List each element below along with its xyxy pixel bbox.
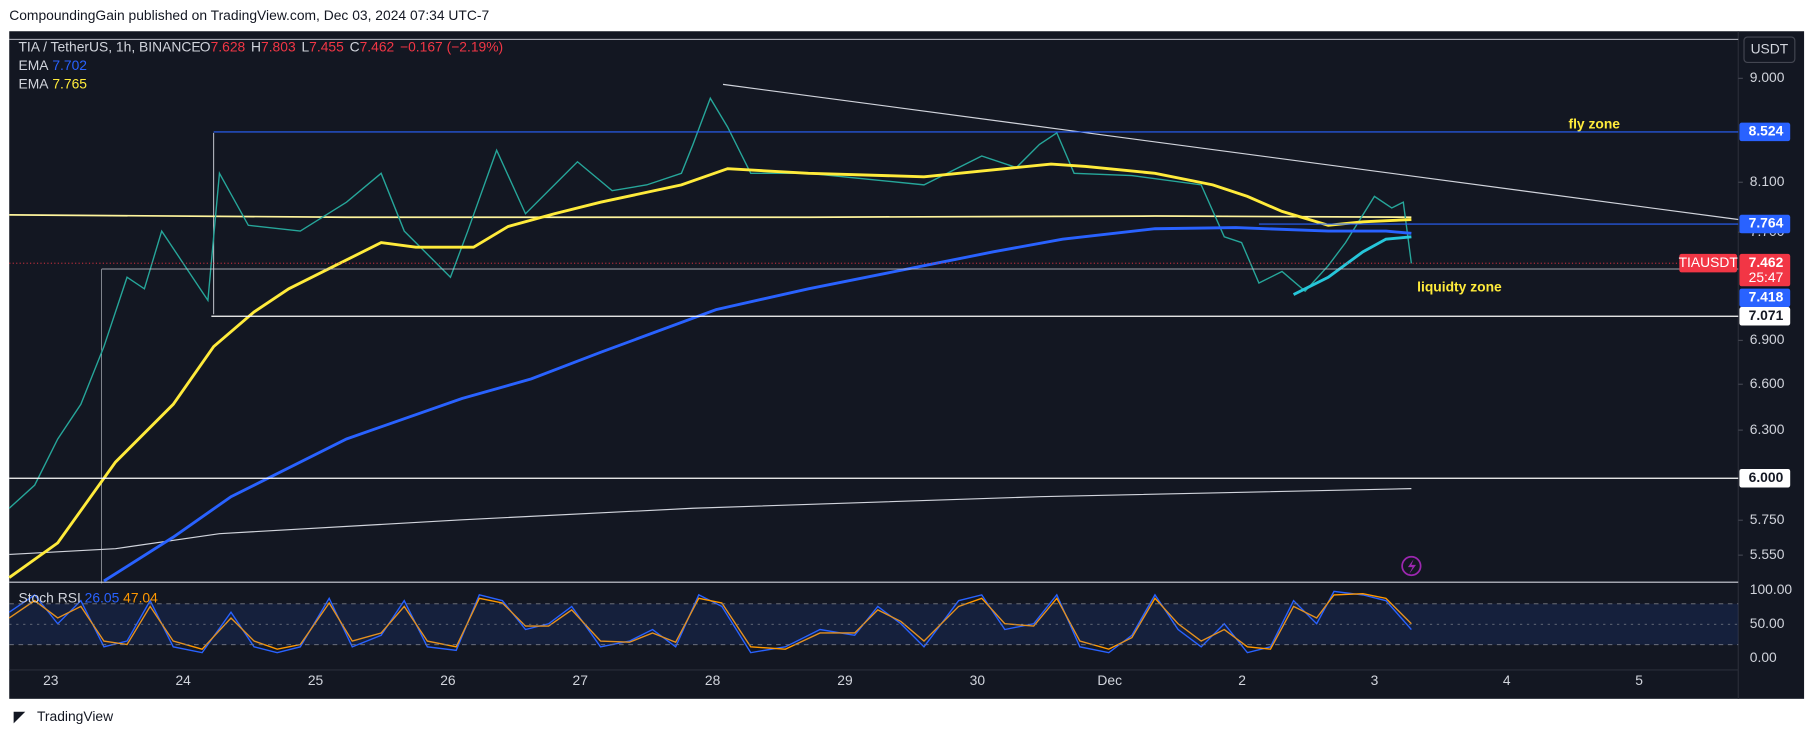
date-label: 27 — [573, 672, 588, 688]
ohlc-value: 7.803 — [261, 38, 296, 54]
symbol: TIA / TetherUS, 1h, BINANCE — [18, 38, 200, 54]
date-label: 30 — [970, 672, 986, 688]
ohlc-key: C — [350, 38, 360, 54]
date-label: 26 — [440, 672, 456, 688]
price-tick-label: 5.750 — [1750, 511, 1785, 527]
price-tick-label: 5.550 — [1750, 546, 1785, 562]
stoch-d-value: 47.04 — [123, 589, 158, 605]
indicator-value: 7.765 — [52, 75, 87, 91]
ohlc-key: L — [301, 38, 309, 54]
current-price-label: 7.462 — [1749, 254, 1784, 270]
price-line — [8, 96, 1413, 509]
stoch-k — [8, 590, 1412, 654]
level-label: 7.764 — [1749, 215, 1784, 231]
publisher: CompoundingGain published on TradingView… — [9, 7, 489, 23]
stoch-d — [8, 593, 1412, 650]
stoch-band — [9, 603, 1739, 645]
brand: TradingView — [37, 708, 114, 724]
ma-flat — [9, 214, 1412, 219]
price-tick-label: 6.900 — [1750, 331, 1785, 347]
ohlc-value: 7.455 — [309, 38, 344, 54]
legend: TIA / TetherUS, 1h, BINANCE — [18, 38, 200, 54]
level-label: 6.000 — [1749, 469, 1784, 485]
ohlc-value: 7.628 — [211, 38, 246, 54]
alert-icon[interactable] — [1401, 555, 1422, 577]
ema-blue — [103, 226, 1412, 583]
date-label: 23 — [43, 672, 59, 688]
price-tick-label: 8.100 — [1750, 173, 1785, 189]
countdown: 25:47 — [1749, 269, 1784, 285]
symbol-label: TIAUSDT — [1679, 254, 1739, 270]
date-label: 24 — [175, 672, 191, 688]
stoch-tick-label: 50.00 — [1750, 615, 1785, 631]
annotation: liquidty zone — [1417, 278, 1502, 294]
ohlc-value: 7.462 — [360, 38, 395, 54]
brand-logo: ◤ — [13, 708, 26, 724]
stoch-legend: Stoch RSI 26.05 47.04 — [18, 589, 158, 605]
date-label: 29 — [837, 672, 853, 688]
unit: USDT — [1751, 40, 1789, 56]
stoch-title: Stoch RSI — [18, 589, 80, 605]
date-label: Dec — [1097, 672, 1122, 688]
ma-long — [9, 488, 1412, 556]
ema-yellow — [8, 162, 1412, 579]
level-label-box — [1739, 307, 1791, 326]
indicator-name: EMA — [18, 57, 49, 73]
ohlc: O7.628 H7.803 L7.455 C7.462 −0.167 (−2.19%) — [200, 38, 503, 54]
unit-box[interactable] — [1743, 36, 1796, 64]
chart-panel — [9, 31, 1805, 699]
symbol-box — [1679, 253, 1738, 273]
date-label: 4 — [1503, 672, 1511, 688]
price-tick-label: 9.000 — [1750, 69, 1785, 85]
stoch-tick-label: 0.00 — [1750, 649, 1777, 665]
indicator-name: EMA — [18, 75, 49, 91]
level-label-box — [1739, 469, 1791, 488]
level-label: 7.071 — [1749, 307, 1784, 323]
level-label: 7.418 — [1749, 289, 1784, 305]
ema-cyan — [1292, 235, 1412, 296]
current-price-box — [1739, 253, 1791, 287]
indicator: EMA 7.765 — [18, 75, 87, 91]
stoch-tick-label: 100.00 — [1750, 581, 1793, 597]
price-tick-label: 6.600 — [1750, 375, 1785, 391]
trendline — [722, 83, 1739, 221]
change: −0.167 (−2.19%) — [400, 38, 503, 54]
date-label: 2 — [1238, 672, 1246, 688]
annotation: fly zone — [1568, 115, 1620, 131]
date-label: 5 — [1635, 672, 1643, 688]
ohlc-key: H — [251, 38, 261, 54]
date-label: 25 — [308, 672, 324, 688]
date-label: 3 — [1371, 672, 1379, 688]
level-label-box — [1739, 214, 1791, 234]
alert-bolt — [1407, 559, 1416, 575]
price-tick-label: 6.300 — [1750, 421, 1785, 437]
indicator: EMA 7.702 — [18, 57, 87, 73]
level-label: 8.524 — [1749, 123, 1784, 139]
stoch-k-value: 26.05 — [85, 589, 120, 605]
date-label: 28 — [705, 672, 721, 688]
level-label-box — [1739, 122, 1791, 142]
level-label-box — [1739, 288, 1791, 308]
ohlc-key: O — [200, 38, 211, 54]
indicator-value: 7.702 — [52, 57, 87, 73]
